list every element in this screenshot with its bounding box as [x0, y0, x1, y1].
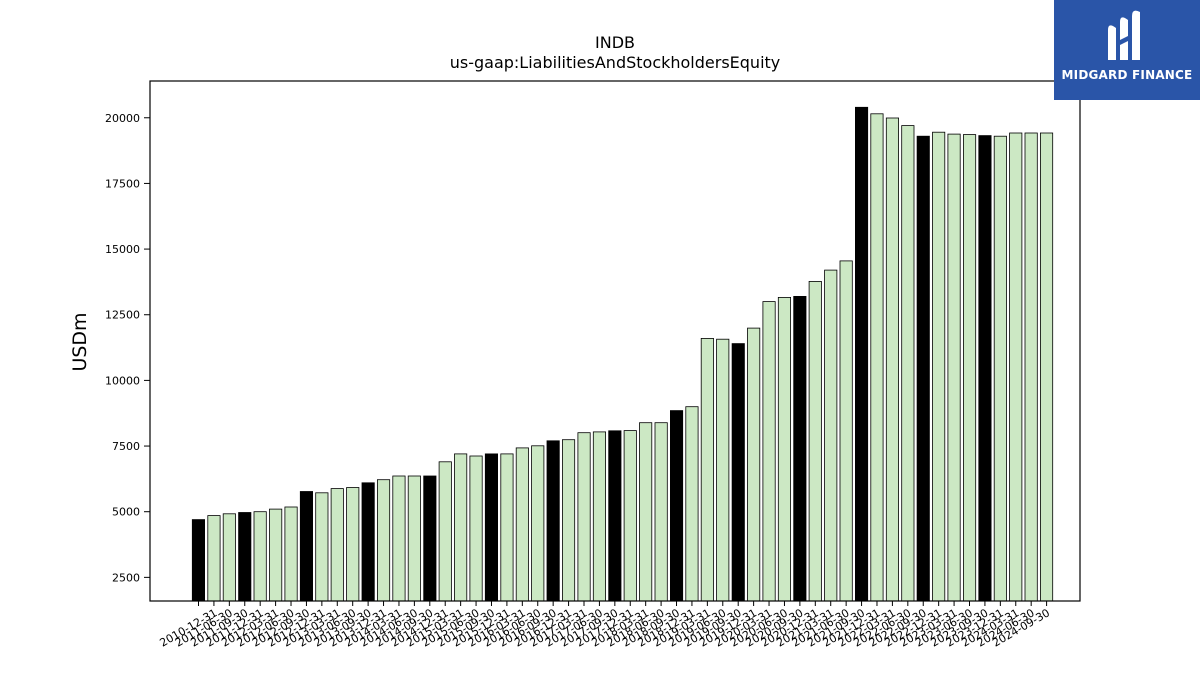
y-tick-label: 7500	[112, 440, 140, 453]
bar-2020-09-30	[793, 295, 807, 602]
bars-group	[191, 106, 1054, 602]
chart-subtitle: us-gaap:LiabilitiesAndStockholdersEquity	[450, 53, 781, 72]
bar-2011-12-31	[253, 511, 267, 602]
brand-logo: MIDGARD FINANCE	[1054, 0, 1200, 100]
bar-2021-03-31	[824, 269, 838, 602]
bar-2019-09-30	[731, 343, 745, 602]
bar-2022-12-31	[932, 131, 946, 602]
bar-2011-06-30	[222, 513, 236, 602]
bar-2023-03-31	[947, 133, 961, 602]
bar-2019-03-31	[700, 337, 714, 602]
bar-2021-06-30	[839, 260, 853, 602]
bar-2016-09-30	[546, 440, 560, 602]
bar-2023-12-31	[993, 135, 1007, 602]
bar-2020-12-31	[808, 280, 822, 602]
y-tick-label: 15000	[105, 243, 140, 256]
bar-2020-03-31	[762, 301, 776, 602]
bar-2017-03-31	[577, 432, 591, 602]
plot-frame	[149, 80, 1081, 602]
bar-2013-03-31	[330, 488, 344, 602]
bar-2015-03-31	[454, 453, 468, 602]
bar-2016-12-31	[562, 439, 576, 602]
y-tick-label: 20000	[105, 112, 140, 125]
bar-2013-12-31	[376, 479, 391, 602]
bar-2019-12-31	[747, 327, 761, 602]
brand-name: MIDGARD FINANCE	[1061, 68, 1193, 82]
y-tick-label: 10000	[105, 374, 140, 387]
bar-2019-06-30	[716, 338, 730, 602]
bar-2012-09-30	[299, 491, 313, 602]
y-tick-label: 2500	[112, 571, 140, 584]
bar-2013-06-30	[346, 487, 360, 602]
bar-2018-06-30	[654, 422, 668, 602]
bar-2018-03-31	[639, 422, 653, 602]
bar-2012-12-31	[315, 492, 329, 602]
midgard-logo-icon	[1102, 8, 1152, 72]
bar-2011-03-31	[207, 515, 221, 602]
bar-2023-09-30	[978, 135, 992, 602]
x-axis-ticks: 2010-12-312011-06-302011-09-302011-12-31…	[158, 601, 1052, 650]
bar-2015-09-30	[484, 453, 498, 602]
bar-2015-12-31	[500, 453, 514, 602]
bar-2015-06-30	[469, 455, 483, 602]
y-tick-label: 5000	[112, 506, 140, 519]
bar-2014-09-30	[423, 475, 437, 602]
bar-2023-06-30	[963, 134, 977, 602]
bar-2016-06-30	[531, 445, 545, 602]
y-tick-label: 12500	[105, 309, 140, 322]
y-axis-ticks: 2500 5000 7500 10000 12500 15000 17500 20000	[105, 112, 150, 584]
bar-2024-06-30	[1024, 132, 1038, 602]
bar-2012-06-30	[284, 506, 298, 602]
bar-2020-06-30	[777, 296, 791, 602]
chart-title: INDB	[595, 33, 635, 52]
y-axis-label: USDm	[69, 312, 91, 371]
bar-2024-09-30	[1040, 132, 1054, 602]
bar-2021-12-31	[870, 113, 884, 602]
bar-2016-03-31	[515, 447, 529, 602]
bar-2022-09-30	[916, 135, 930, 602]
bar-2022-03-31	[885, 117, 899, 602]
bar-2018-09-30	[670, 410, 684, 602]
bar-2014-12-31	[438, 461, 452, 602]
bar-2021-09-30	[855, 106, 869, 602]
bar-2024-03-31	[1009, 132, 1023, 602]
y-tick-label: 17500	[105, 177, 140, 190]
bar-2013-09-30	[361, 482, 375, 602]
bar-2017-12-31	[623, 430, 637, 602]
bar-2014-06-30	[407, 475, 421, 602]
bar-2010-12-31	[191, 519, 206, 602]
bar-2017-06-30	[592, 431, 606, 602]
bar-2018-12-31	[685, 406, 699, 602]
bar-2022-06-30	[901, 125, 915, 602]
bar-2014-03-31	[392, 475, 406, 602]
bar-2011-09-30	[238, 512, 252, 602]
bar-2012-03-31	[269, 508, 283, 602]
bar-2017-09-30	[608, 430, 622, 602]
